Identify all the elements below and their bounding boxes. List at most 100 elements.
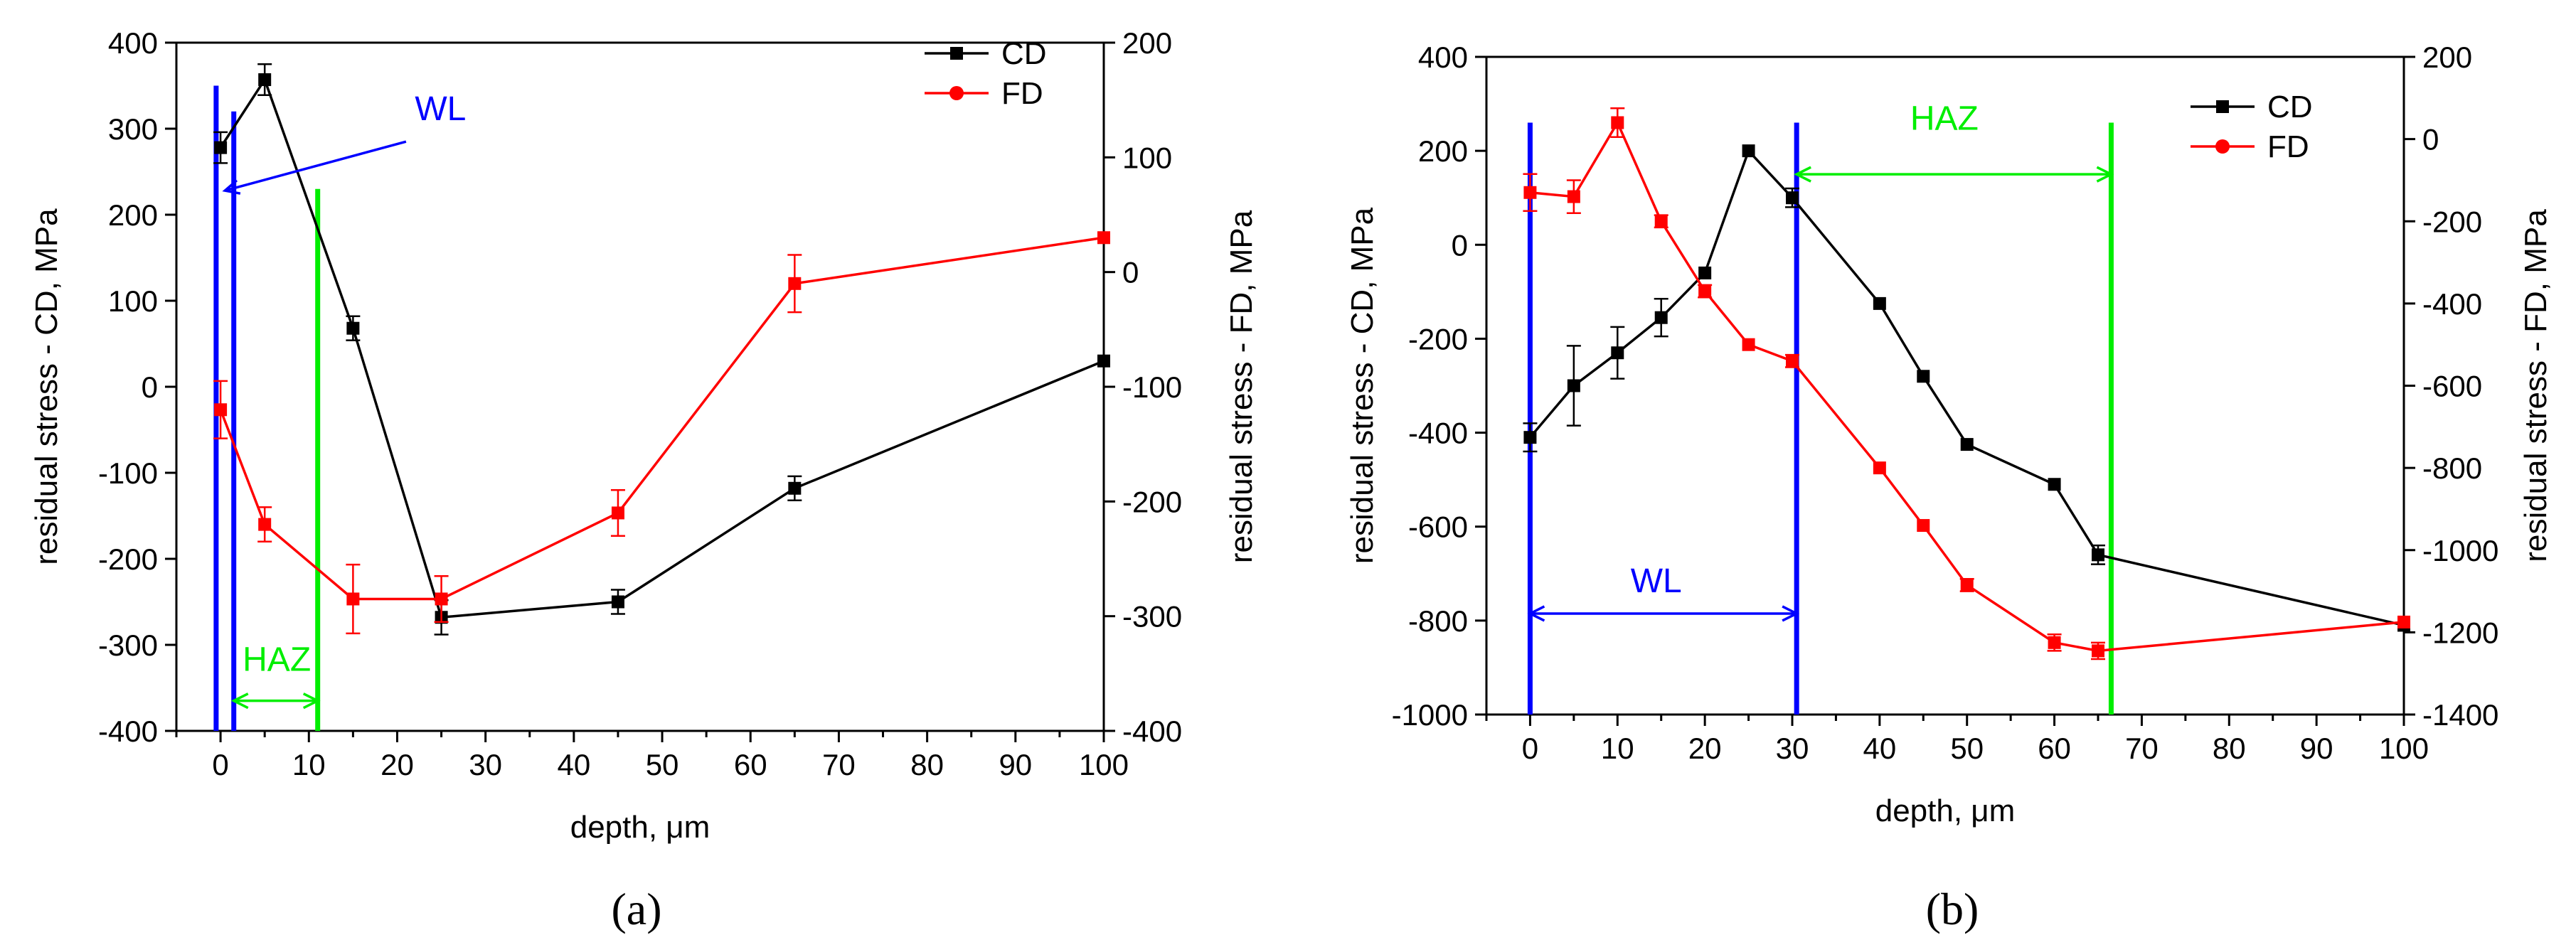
data-point-fd	[1873, 461, 1886, 475]
y-left-tick-label: 100	[108, 284, 158, 318]
panel-label: (a)	[611, 884, 661, 934]
y-left-tick-label: -400	[1408, 417, 1468, 450]
data-point-fd	[611, 506, 624, 520]
x-tick-label: 100	[1079, 748, 1129, 781]
annotation-wl: WL	[415, 90, 466, 128]
y-left-tick-label: 0	[142, 370, 158, 404]
data-point-fd	[1567, 190, 1580, 203]
x-tick-label: 90	[2300, 732, 2333, 765]
data-point-cd	[1873, 296, 1886, 310]
annotation-wl: WL	[1631, 562, 1682, 600]
y-right-tick-label: -400	[2422, 287, 2482, 321]
legend-label-fd: FD	[2267, 129, 2309, 164]
data-point-cd	[1654, 311, 1668, 324]
y-right-tick-label: 0	[1122, 256, 1139, 289]
x-tick-label: 70	[2125, 732, 2159, 765]
y-right-tick-label: -100	[1122, 370, 1182, 404]
data-point-fd	[2048, 636, 2061, 649]
y-right-tick-label: -200	[1122, 485, 1182, 518]
legend-marker-cd	[950, 47, 963, 60]
y-left-tick-label: 0	[1452, 228, 1468, 262]
y-right-tick-label: -600	[2422, 370, 2482, 403]
data-point-cd	[788, 481, 802, 495]
y-left-tick-label: 300	[108, 112, 158, 146]
x-tick-label: 90	[999, 748, 1032, 781]
y-right-axis-title: residual stress - FD, MPa	[2518, 209, 2553, 562]
annotation-arrow	[224, 140, 407, 192]
x-axis-title: depth, μm	[1875, 793, 2016, 828]
plot-frame	[1485, 55, 2405, 716]
y-left-axis-title: residual stress - CD, MPa	[1345, 207, 1380, 564]
data-point-cd	[611, 595, 624, 609]
series-line-fd	[219, 236, 1105, 601]
data-point-fd	[1742, 338, 1755, 351]
data-point-fd	[1960, 578, 1974, 592]
data-point-cd	[258, 73, 272, 87]
data-point-fd	[346, 592, 360, 606]
x-tick-label: 80	[910, 748, 944, 781]
y-left-tick-label: -100	[98, 456, 158, 490]
data-point-fd	[1611, 116, 1624, 129]
y-left-tick-label: 400	[108, 26, 158, 60]
chart-panel-a: 0 10 20 30 40 50 60 70 80 90 100-400-300-200-10001…	[29, 26, 1259, 934]
series-line-cd	[219, 77, 1105, 619]
x-tick-label: 50	[646, 748, 679, 781]
data-point-cd	[1611, 346, 1624, 360]
annotation-haz: HAZ	[243, 641, 311, 678]
y-left-tick-label: -600	[1408, 510, 1468, 544]
chart-panel-b: 0 10 20 30 40 50 60 70 80 90 100 -1000 -800 -600 -400 -…	[1345, 41, 2553, 934]
data-point-cd	[1698, 266, 1712, 279]
data-point-fd	[1698, 284, 1712, 298]
y-left-tick-label: -1000	[1392, 698, 1468, 732]
x-tick-label: 20	[1688, 732, 1722, 765]
x-tick-label: 0	[1522, 732, 1538, 765]
y-right-tick-label: 200	[1122, 26, 1172, 60]
x-tick-label: 80	[2213, 732, 2246, 765]
annotation-arrowhead	[1527, 605, 1545, 622]
legend-label-fd: FD	[1001, 76, 1043, 111]
data-point-fd	[435, 592, 448, 606]
legend-label-cd: CD	[1001, 36, 1047, 71]
x-tick-label: 40	[557, 748, 590, 781]
data-point-cd	[1523, 431, 1537, 444]
annotation-arrowhead	[302, 692, 321, 710]
x-tick-label: 50	[1950, 732, 1984, 765]
x-tick-label: 0	[212, 748, 228, 781]
y-right-tick-label: -400	[1122, 715, 1182, 748]
annotation-arrowhead	[1794, 166, 1811, 183]
x-tick-label: 30	[1776, 732, 1809, 765]
x-tick-label: 10	[1601, 732, 1634, 765]
data-point-cd	[1786, 191, 1799, 205]
data-point-cd	[2048, 478, 2061, 491]
x-axis-title: depth, μm	[570, 810, 710, 845]
y-left-axis-title: residual stress - CD, MPa	[29, 208, 64, 565]
y-left-tick-label: 400	[1418, 41, 1468, 74]
x-tick-label: 10	[292, 748, 326, 781]
y-left-tick-label: -800	[1408, 604, 1468, 638]
data-point-fd	[1654, 215, 1668, 228]
data-point-fd	[2092, 644, 2104, 658]
data-point-fd	[1917, 519, 1930, 533]
data-point-fd	[1786, 354, 1799, 368]
y-right-tick-label: -200	[2422, 205, 2482, 238]
y-left-tick-label: -200	[1408, 322, 1468, 355]
annotation-arrowhead	[1782, 605, 1800, 622]
y-left-tick-label: -300	[98, 629, 158, 662]
annotation-arrowhead	[222, 179, 241, 195]
y-right-tick-label: -300	[1122, 600, 1182, 633]
y-left-tick-label: -400	[98, 715, 158, 748]
x-tick-label: 70	[822, 748, 856, 781]
annotation-arrowhead	[230, 692, 249, 710]
data-point-cd	[1917, 370, 1930, 383]
y-right-tick-label: -1000	[2422, 534, 2498, 567]
data-point-fd	[2397, 615, 2410, 629]
y-right-tick-label: 200	[2422, 41, 2472, 74]
y-right-tick-label: -1200	[2422, 616, 2498, 649]
legend-marker-fd	[2215, 139, 2230, 154]
y-right-tick-label: -1400	[2422, 698, 2498, 732]
legend-marker-cd	[2216, 100, 2229, 113]
legend-marker-fd	[949, 86, 964, 100]
panel-label: (b)	[1926, 884, 1979, 934]
x-tick-label: 100	[2379, 732, 2429, 765]
x-tick-label: 60	[734, 748, 767, 781]
